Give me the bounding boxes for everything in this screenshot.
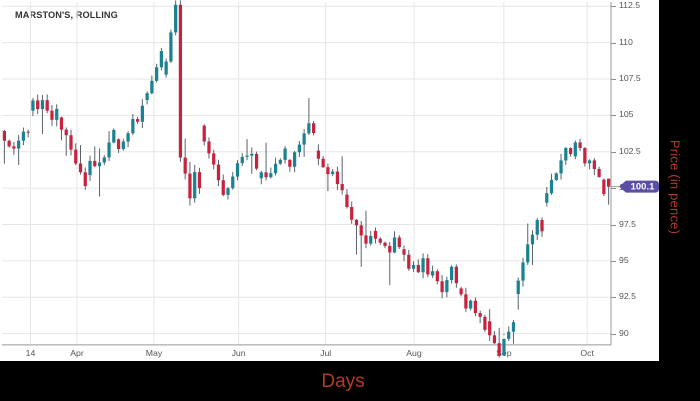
svg-text:100.1: 100.1: [631, 182, 655, 193]
